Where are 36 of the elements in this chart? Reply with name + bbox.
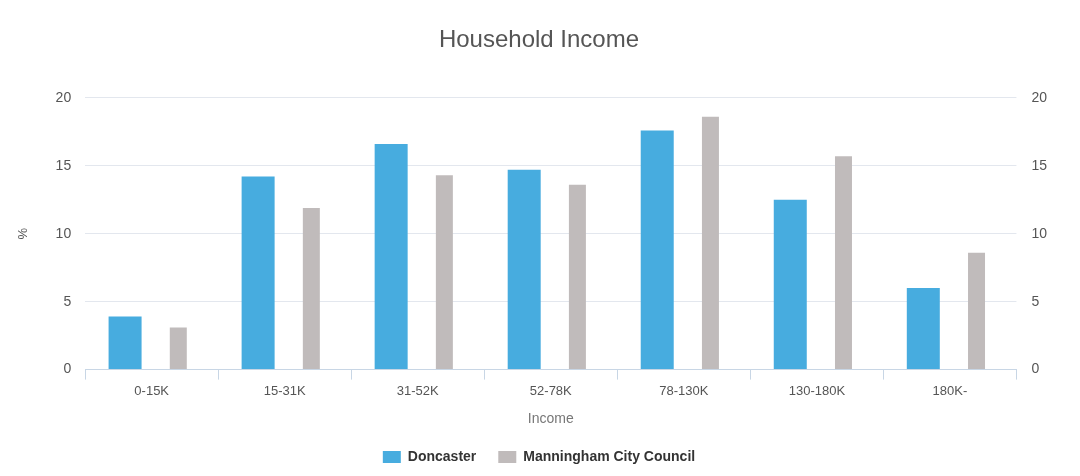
x-tick-label: 31-52K (396, 382, 440, 398)
legend-label: Manningham City Council (523, 447, 696, 464)
bar (568, 184, 586, 370)
y-axis-title: % (15, 227, 31, 240)
bar (906, 288, 940, 370)
y2-tick-label: 15 (1031, 156, 1048, 173)
bar (640, 130, 674, 370)
y-tick-label: 20 (55, 88, 72, 105)
y-tick-label: 0 (63, 360, 72, 377)
x-tick-label: 180K- (932, 382, 968, 398)
bar (302, 207, 320, 370)
bar (241, 176, 275, 370)
y-tick-label: 10 (55, 224, 72, 241)
y-tick-label: 15 (55, 156, 72, 173)
bar (773, 199, 807, 370)
legend-label: Doncaster (407, 447, 477, 464)
x-tick-label: 78-130K (659, 382, 709, 398)
x-axis-title: Income (527, 410, 574, 427)
y2-tick-label: 0 (1031, 360, 1040, 377)
y2-tick-label: 20 (1031, 88, 1048, 105)
bar (834, 156, 852, 370)
y-tick-label: 5 (63, 292, 72, 309)
y2-tick-label: 5 (1031, 292, 1040, 309)
chart-title: Household Income (438, 25, 640, 53)
bar (701, 116, 719, 370)
bar (169, 327, 187, 370)
x-tick-label: 15-31K (263, 382, 307, 398)
x-tick-label: 0-15K (134, 382, 170, 398)
y2-tick-label: 10 (1031, 224, 1048, 241)
bar (968, 252, 986, 370)
bar (108, 316, 142, 370)
x-tick-label: 130-180K (788, 382, 846, 398)
x-tick-label: 52-78K (529, 382, 573, 398)
bar (435, 175, 453, 370)
bar (507, 169, 541, 370)
bar (374, 144, 408, 370)
